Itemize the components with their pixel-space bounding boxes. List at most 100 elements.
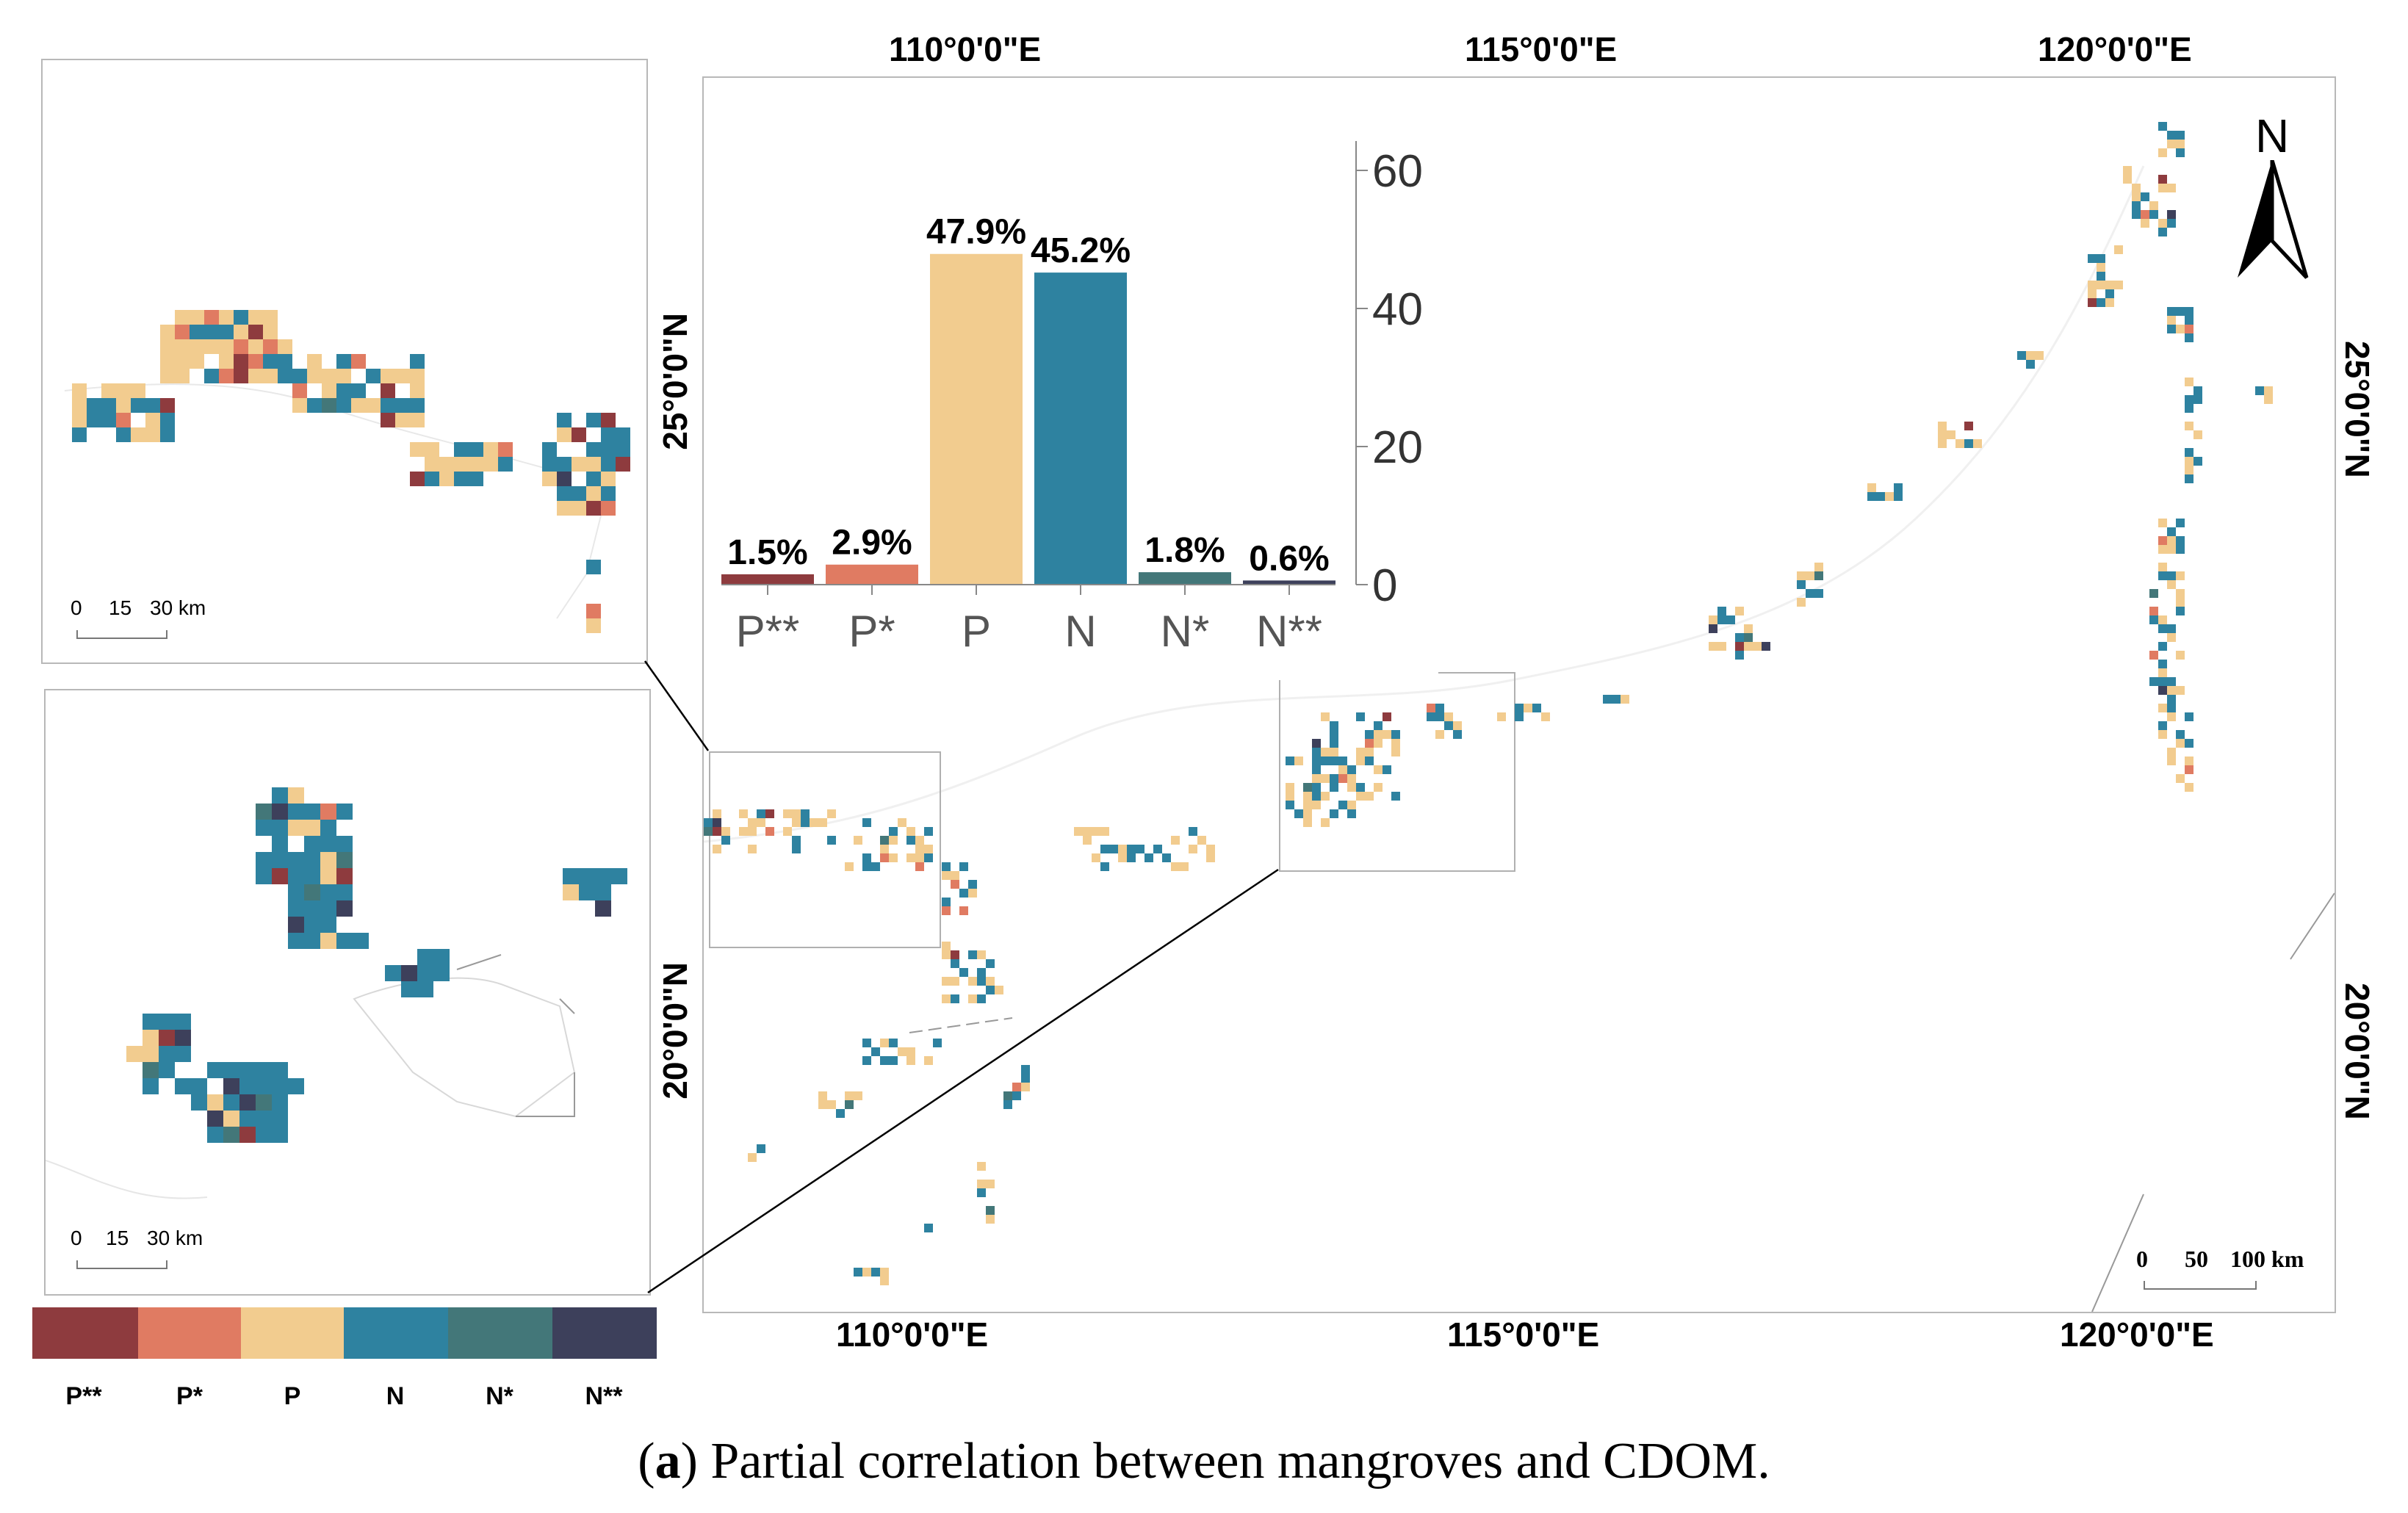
caption-letter: a: [655, 1433, 681, 1489]
correlation-pixel: [1753, 642, 1762, 651]
correlation-pixel: [924, 1056, 933, 1065]
correlation-pixel: [145, 398, 160, 413]
correlation-pixel: [1312, 792, 1321, 801]
correlation-pixel: [2088, 289, 2097, 298]
correlation-pixel: [2097, 263, 2105, 272]
correlation-pixel: [1709, 642, 1717, 651]
scale-line: [76, 1260, 167, 1269]
correlation-pixel: [239, 1094, 256, 1111]
correlation-pixel: [880, 1039, 889, 1047]
correlation-pixel: [2167, 219, 2176, 228]
correlation-pixel: [272, 804, 288, 820]
correlation-pixel: [207, 1111, 223, 1127]
correlation-pixel: [1453, 730, 1462, 739]
correlation-pixels: [126, 787, 627, 1143]
north-arrow: N: [2232, 109, 2313, 285]
correlation-pixel: [256, 868, 272, 884]
correlation-pixel: [977, 977, 986, 986]
correlation-pixel: [292, 398, 307, 413]
correlation-pixel: [410, 472, 425, 486]
bar-4: [1139, 572, 1231, 585]
inset-box-west: [709, 751, 941, 948]
correlation-pixel: [2149, 201, 2158, 210]
correlation-pixel: [2185, 712, 2193, 721]
correlation-pixel: [1330, 774, 1338, 783]
correlation-pixel: [2167, 140, 2176, 148]
correlation-pixel: [2097, 298, 2105, 307]
correlation-pixel: [1100, 862, 1109, 871]
correlation-pixel: [2167, 316, 2176, 325]
coastline-west: [46, 1160, 208, 1199]
correlation-pixel: [2176, 571, 2185, 580]
correlation-pixel: [616, 457, 630, 472]
correlation-pixel: [239, 1078, 256, 1094]
north-label: N: [2255, 109, 2290, 162]
correlation-pixel: [498, 457, 513, 472]
correlation-pixel: [986, 1215, 995, 1224]
correlation-pixel: [219, 310, 234, 325]
legend-swatch-p2: [32, 1307, 138, 1359]
correlation-pixel: [977, 1180, 986, 1188]
correlation-pixel: [292, 369, 307, 383]
correlation-pixel: [959, 862, 968, 871]
x-tick-label-2: P: [962, 607, 991, 656]
x-tick-label-4: N*: [1161, 607, 1210, 656]
correlation-pixel: [818, 1100, 827, 1109]
correlation-pixel: [713, 818, 721, 827]
correlation-pixel: [483, 457, 498, 472]
bar-2: [930, 253, 1023, 585]
correlation-pixel: [272, 1111, 288, 1127]
correlation-pixel: [942, 862, 951, 871]
correlation-pixel: [1118, 853, 1127, 862]
correlation-pixel: [1312, 801, 1321, 809]
correlation-pixel: [1338, 756, 1347, 765]
correlation-pixel: [131, 398, 145, 413]
correlation-pixel: [1189, 827, 1197, 836]
correlation-pixel: [219, 369, 234, 383]
correlation-pixel: [1374, 730, 1383, 739]
correlation-pixel: [1092, 853, 1100, 862]
correlation-pixel: [381, 398, 395, 413]
correlation-pixel: [1330, 721, 1338, 730]
correlation-pixel: [889, 1056, 898, 1065]
correlation-pixel: [2158, 519, 2167, 527]
legend-label-p1: P*: [176, 1382, 203, 1410]
correlation-pixel: [601, 442, 616, 457]
correlation-pixel: [942, 906, 951, 915]
bar-0: [721, 574, 814, 585]
correlation-pixel: [263, 339, 278, 354]
correlation-pixel: [1330, 730, 1338, 739]
correlation-pixel: [2176, 598, 2185, 607]
correlation-pixel: [272, 1078, 288, 1094]
correlation-pixel: [951, 880, 959, 889]
correlation-pixel: [336, 804, 353, 820]
correlation-pixel: [234, 354, 248, 369]
correlation-pixel: [336, 383, 351, 398]
correlation-pixel: [942, 942, 951, 950]
correlation-pixel: [256, 1062, 272, 1078]
correlation-pixel: [1286, 801, 1294, 809]
correlation-pixel: [586, 501, 601, 516]
correlation-pixel: [2185, 457, 2193, 466]
correlation-pixel: [557, 501, 572, 516]
boundary-line: [2091, 1194, 2144, 1312]
correlation-pixel: [336, 354, 351, 369]
inset-top-panel: 0 15 30 km: [41, 59, 648, 664]
correlation-pixel: [2176, 686, 2185, 695]
correlation-pixel: [234, 369, 248, 383]
scale-line: [76, 630, 167, 639]
correlation-pixel: [1127, 853, 1136, 862]
correlation-pixel: [713, 809, 721, 818]
correlation-pixel: [307, 369, 322, 383]
correlation-pixel: [1153, 845, 1162, 853]
correlation-pixel: [748, 818, 757, 827]
correlation-pixel: [2026, 360, 2035, 369]
legend-label-p2: P**: [65, 1382, 102, 1410]
correlation-pixel: [924, 845, 933, 853]
correlation-pixel: [1171, 862, 1180, 871]
coastline: [64, 383, 602, 619]
correlation-pixel: [2185, 307, 2193, 316]
correlation-pixel: [143, 1062, 159, 1078]
correlation-pixel: [2158, 730, 2167, 739]
correlation-pixel: [1356, 756, 1365, 765]
